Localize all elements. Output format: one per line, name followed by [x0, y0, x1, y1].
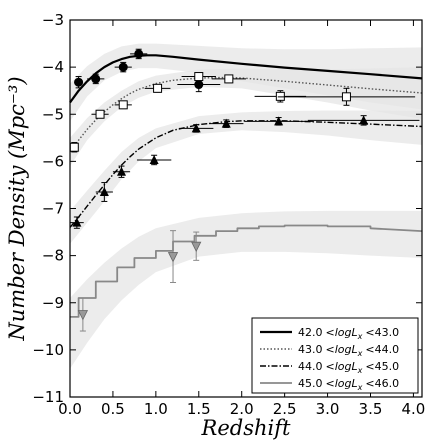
data-point-circle — [194, 80, 204, 90]
legend-label: 45.0 <logLx <46.0 — [298, 377, 399, 392]
data-point-circle — [74, 77, 84, 87]
y-tick-label: −3 — [42, 11, 64, 29]
data-points — [69, 48, 420, 332]
data-point-group — [244, 116, 313, 126]
legend-label: 42.0 <logLx <43.0 — [298, 326, 399, 341]
x-tick-label: 4.0 — [401, 400, 425, 418]
data-point-group — [114, 100, 132, 110]
band-3 — [70, 110, 422, 244]
data-point-square — [118, 100, 128, 110]
x-tick-label: 1.5 — [187, 400, 211, 418]
data-point-group — [69, 142, 79, 153]
x-tick-label: 2.5 — [273, 400, 297, 418]
data-point-group — [91, 109, 109, 119]
legend-label: 44.0 <logLx <45.0 — [298, 360, 399, 375]
y-axis-label: Number Density (Mpc⁻³) — [5, 76, 29, 341]
y-tick-label: −5 — [42, 105, 64, 123]
data-point-group — [112, 165, 131, 178]
legend-label: 43.0 <logLx <44.0 — [298, 343, 399, 358]
band-1 — [70, 43, 422, 122]
y-tick-label: −4 — [42, 58, 64, 76]
data-point-triangle — [99, 187, 109, 197]
y-tick-label: −10 — [32, 341, 64, 359]
data-point-square — [224, 74, 234, 84]
model-line-3 — [69, 120, 423, 228]
x-tick-label: 0.5 — [101, 400, 125, 418]
y-tick-label: −9 — [42, 294, 64, 312]
x-tick-label: 1.0 — [144, 400, 168, 418]
x-tick-label: 3.5 — [359, 400, 383, 418]
plot-frame — [69, 19, 423, 398]
x-tick-labels: 0.0 0.5 1.0 1.5 2.0 2.5 3.0 3.5 4.0 — [58, 400, 425, 418]
data-point-down-triangle — [167, 252, 179, 263]
model-line-4 — [70, 224, 423, 318]
data-point-down-triangle — [191, 241, 202, 253]
data-point-group — [307, 115, 420, 126]
y-tick-labels: −3 −4 −5 −6 −7 −8 −9 −10 −11 — [32, 11, 64, 406]
data-point-group — [144, 83, 171, 93]
x-tick-label: 3.0 — [316, 400, 340, 418]
data-point-group — [87, 73, 105, 85]
data-point-group — [114, 61, 132, 73]
data-point-group — [191, 231, 202, 261]
y-tick-label: −6 — [42, 152, 64, 170]
x-tick-label: 2.0 — [230, 400, 254, 418]
data-point-triangle — [72, 217, 82, 227]
x-tick-label: 0.0 — [58, 400, 82, 418]
data-point-group — [70, 216, 84, 229]
data-point-group — [74, 76, 84, 89]
data-point-square — [341, 92, 351, 102]
data-point-group — [95, 182, 113, 202]
data-point-square — [69, 142, 79, 152]
data-point-down-triangle — [77, 310, 89, 321]
data-point-circle — [118, 62, 128, 72]
band-2 — [70, 67, 422, 167]
y-tick-label: −8 — [42, 247, 64, 265]
data-point-group — [277, 87, 416, 106]
data-point-group — [179, 123, 214, 133]
model-line-2 — [69, 76, 423, 153]
data-point-circle — [134, 49, 144, 59]
data-point-square — [194, 72, 204, 82]
data-point-group — [77, 297, 89, 332]
data-point-square — [153, 83, 163, 93]
x-axis-label: Redshift — [201, 416, 291, 440]
legend-box — [251, 317, 419, 394]
data-point-triangle — [274, 116, 284, 126]
data-point-group — [136, 154, 172, 166]
data-point-square — [95, 109, 105, 119]
data-point-circle — [91, 74, 101, 84]
data-point-triangle — [149, 154, 159, 164]
data-point-group — [211, 74, 246, 84]
y-tick-label: −11 — [32, 388, 64, 406]
legend: 42.0 <logLx <43.0 43.0 <logLx <44.0 44.0 <logLx… — [251, 317, 419, 394]
data-point-triangle — [117, 166, 127, 176]
data-point-triangle — [191, 123, 201, 133]
data-point-group — [167, 230, 179, 283]
data-point-group — [181, 72, 216, 82]
data-point-triangle — [221, 118, 231, 128]
data-point-triangle — [359, 115, 369, 125]
y-tick-label: −7 — [42, 200, 64, 218]
data-point-group — [130, 48, 148, 60]
data-point-group — [209, 118, 244, 128]
